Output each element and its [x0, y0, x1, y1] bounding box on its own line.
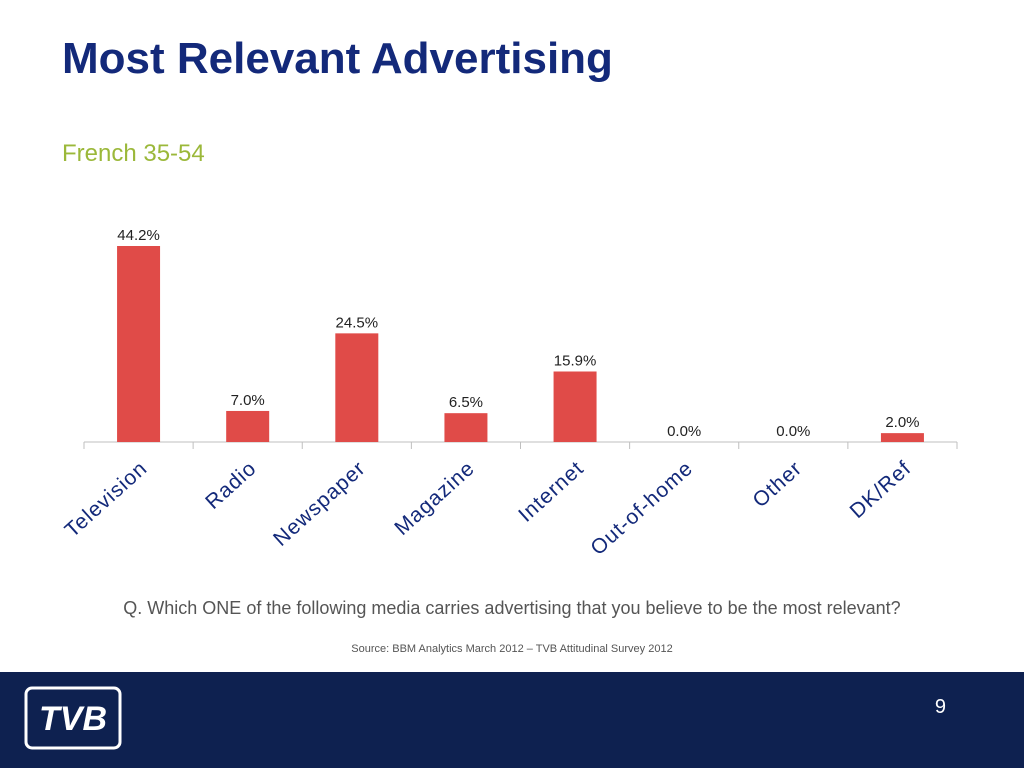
x-tick-label: Out-of-home: [586, 457, 697, 560]
page-number: 9: [934, 696, 946, 718]
data-label: 24.5%: [336, 314, 379, 331]
tvb-logo-text: TVB: [39, 700, 107, 738]
x-tick-label: Radio: [201, 457, 261, 514]
bar: [117, 246, 161, 442]
data-label: 15.9%: [554, 352, 597, 369]
x-tick-label: Newspaper: [269, 457, 370, 551]
data-label: 6.5%: [449, 394, 483, 411]
x-tick-label: Internet: [514, 457, 588, 527]
footer-bar: TVB 9: [0, 672, 1024, 768]
x-tick-label: DK/Ref: [846, 457, 916, 523]
x-tick-label: Other: [749, 457, 807, 513]
data-label: 0.0%: [776, 423, 810, 440]
page-subtitle: French 35-54: [62, 140, 205, 167]
data-label: 7.0%: [231, 392, 265, 409]
data-label: 0.0%: [667, 423, 701, 440]
bar-chart: 44.2% Television 7.0% Radio 24.5% Newspaper 6.…: [61, 227, 958, 560]
survey-question: Q. Which ONE of the following media carr…: [123, 598, 901, 618]
bar: [880, 433, 924, 442]
bar: [553, 371, 597, 442]
bar: [335, 333, 379, 442]
source-note: Source: BBM Analytics March 2012 – TVB A…: [351, 643, 673, 655]
bar: [226, 410, 270, 442]
data-label: 2.0%: [885, 414, 919, 431]
tvb-logo: TVB: [24, 686, 122, 750]
x-tick-label: Television: [61, 457, 152, 542]
page-title: Most Relevant Advertising: [62, 34, 613, 83]
data-label: 44.2%: [117, 227, 160, 244]
bar: [444, 413, 488, 442]
x-tick-label: Magazine: [390, 457, 479, 540]
